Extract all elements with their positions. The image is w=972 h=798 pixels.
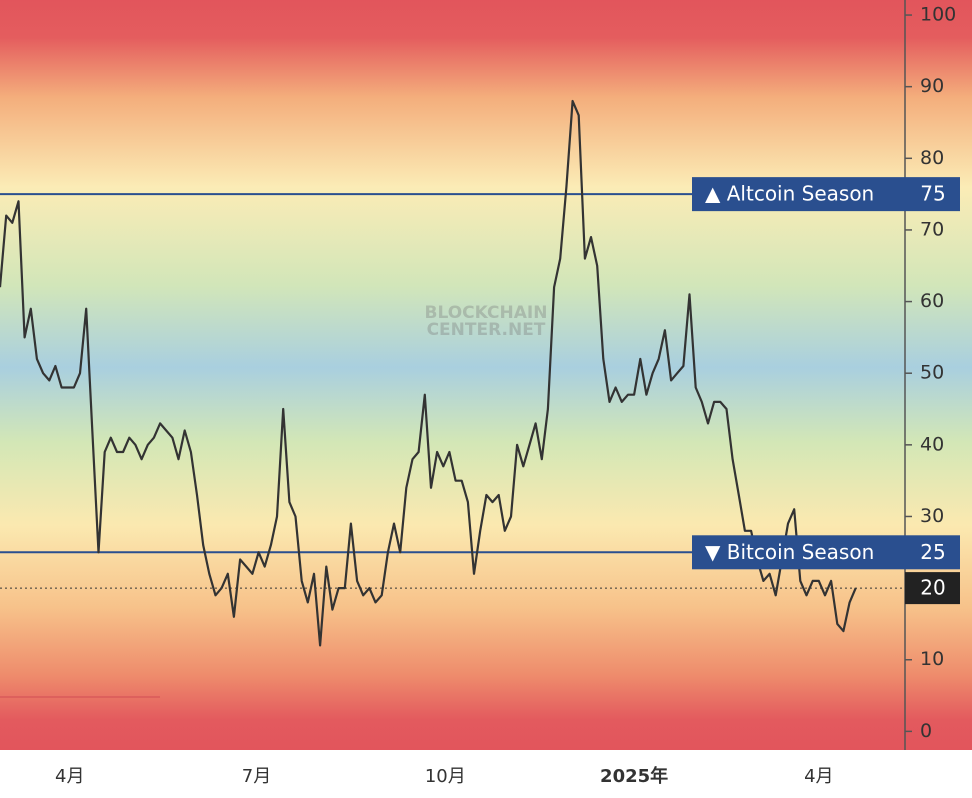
y-tick-label: 0 bbox=[920, 720, 932, 742]
level-value: 25 bbox=[920, 540, 945, 564]
y-tick-label: 10 bbox=[920, 648, 944, 670]
x-tick-label: 10月 bbox=[425, 766, 466, 787]
y-tick-label: 30 bbox=[920, 505, 944, 527]
x-tick-label: 4月 bbox=[804, 766, 833, 787]
axis-background bbox=[905, 0, 972, 750]
y-tick-label: 80 bbox=[920, 147, 944, 169]
current-value-box bbox=[905, 572, 960, 605]
y-tick-label: 40 bbox=[920, 433, 944, 455]
y-tick-label: 70 bbox=[920, 218, 944, 240]
level-label-box bbox=[692, 535, 960, 570]
x-tick-label: 7月 bbox=[242, 766, 271, 787]
watermark: BLOCKCHAIN bbox=[425, 303, 548, 323]
y-tick-label: 60 bbox=[920, 290, 944, 312]
level-label-box bbox=[692, 177, 960, 212]
current-value-label: 20 bbox=[920, 576, 945, 600]
y-tick-label: 50 bbox=[920, 362, 944, 384]
y-tick-label: 100 bbox=[920, 4, 956, 26]
watermark: CENTER.NET bbox=[427, 320, 546, 340]
x-tick-label: 4月 bbox=[55, 766, 84, 787]
level-label: ▲ Altcoin Season bbox=[705, 182, 874, 206]
x-tick-label: 2025年 bbox=[600, 765, 668, 787]
level-value: 75 bbox=[920, 182, 945, 206]
level-label: ▼ Bitcoin Season bbox=[705, 540, 874, 564]
background-bands bbox=[0, 0, 905, 750]
line-series bbox=[0, 99, 857, 647]
y-tick-label: 90 bbox=[920, 75, 944, 97]
